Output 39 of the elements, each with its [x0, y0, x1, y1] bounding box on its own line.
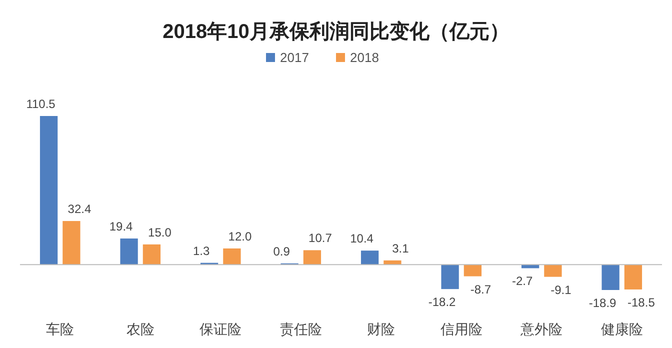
bar [624, 264, 642, 290]
bar [602, 264, 620, 290]
bar [223, 248, 241, 265]
data-label: -18.2 [428, 295, 456, 310]
data-label: -18.5 [628, 295, 656, 310]
x-tick-label: 意外险 [520, 321, 563, 337]
x-tick-label: 健康险 [600, 321, 643, 337]
data-label: -9.1 [550, 282, 572, 297]
data-label: -18.9 [588, 296, 617, 310]
data-label: 19.4 [109, 220, 134, 234]
data-label: 10.7 [308, 231, 332, 246]
bar [360, 250, 379, 265]
bar [142, 244, 161, 265]
data-label: 0.9 [273, 244, 290, 258]
x-tick-label: 农险 [126, 321, 154, 337]
bar [120, 238, 138, 265]
x-tick-label: 财险 [367, 321, 396, 337]
data-label: -8.7 [470, 282, 492, 296]
data-label: 110.5 [26, 97, 56, 111]
data-label: 1.3 [192, 244, 210, 258]
bar [464, 264, 482, 276]
bar [303, 250, 322, 265]
data-label: 10.4 [350, 232, 374, 246]
data-label: 15.0 [148, 225, 172, 240]
x-tick-label: 信用险 [440, 321, 482, 337]
bar [40, 116, 58, 265]
chart-title: 2018年10月承保利润同比变化（亿元） [162, 20, 510, 43]
data-label: 12.0 [228, 229, 252, 244]
legend-label: 2018 [350, 50, 379, 65]
data-label: 32.4 [68, 202, 92, 216]
x-tick-label: 责任险 [280, 321, 322, 337]
x-tick-label: 保证险 [200, 321, 242, 337]
bar [62, 221, 80, 265]
bar [544, 264, 562, 277]
data-label: 3.1 [392, 241, 410, 256]
x-tick-label: 车险 [46, 321, 74, 337]
data-label: -2.7 [512, 274, 533, 288]
legend-label: 2017 [280, 50, 309, 65]
bar [441, 264, 459, 290]
